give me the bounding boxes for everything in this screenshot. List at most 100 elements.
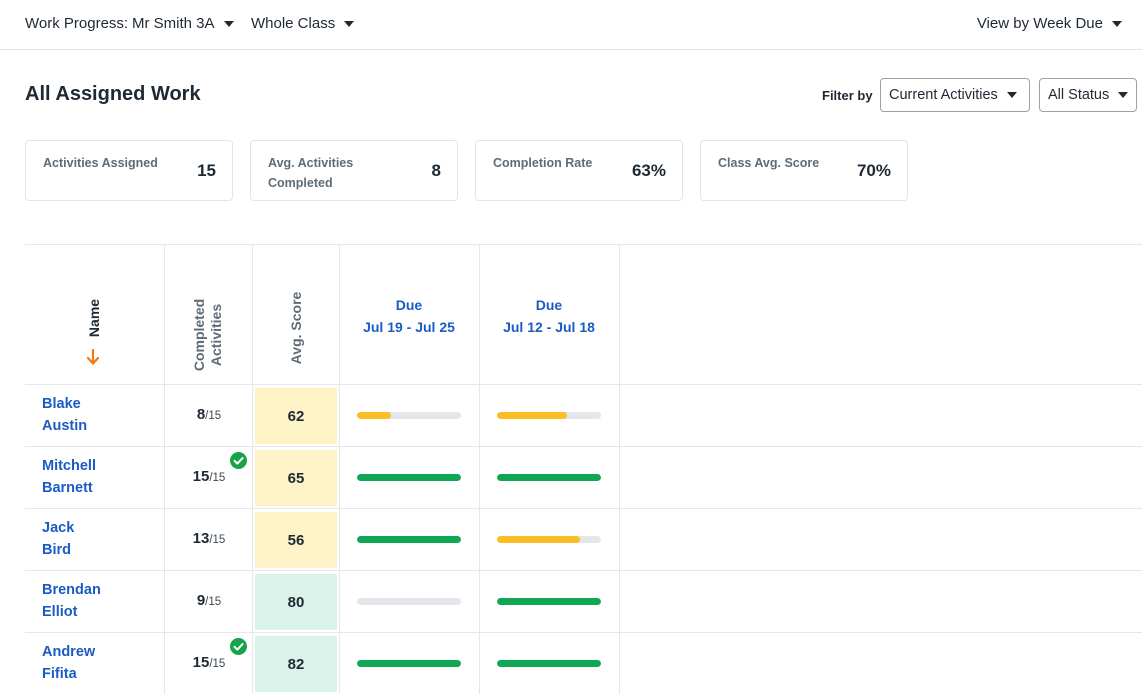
table-row: Brendan Elliot 9/15 80 [0,571,1142,633]
completed-count: 15/15 [166,468,252,485]
avg-score-cell: 82 [255,636,337,692]
activity-filter-select[interactable]: Current Activities [880,78,1030,112]
column-divider [164,245,165,694]
avg-score-cell: 62 [255,388,337,444]
column-header-avg-score[interactable]: Avg. Score [288,291,304,365]
table-row: Jack Bird 13/15 56 [0,509,1142,571]
progress-bar-fill [497,598,601,605]
row-divider [25,446,1142,447]
stat-card-class-avg-score: Class Avg. Score 70% [700,140,908,201]
stat-label: Avg. Activities Completed [268,156,354,190]
activity-filter-label: Current Activities [889,87,998,103]
column-header-due-week2[interactable]: Due Jul 12 - Jul 18 [479,294,619,338]
stat-label: Activities Assigned [43,156,158,170]
progress-bar-week2[interactable] [497,474,601,481]
stat-value: 63% [631,161,666,180]
avg-score-cell: 80 [255,574,337,630]
table-row: Andrew Fifita 15/15 82 [0,633,1142,694]
sort-descending-icon[interactable] [86,348,100,366]
due-label: Due [535,297,563,313]
top-bar: Work Progress: Mr Smith 3A Whole Class V… [0,0,1142,50]
completed-total: /15 [205,410,222,422]
completed-value: 15 [192,468,210,485]
view-by-select[interactable]: View by Week Due [977,15,1122,32]
row-divider [25,570,1142,571]
progress-bar-week1[interactable] [357,412,461,419]
table-row: Mitchell Barnett 15/15 65 [0,447,1142,509]
student-last-name: Barnett [42,480,93,496]
due-date-range: Jul 19 - Jul 25 [363,319,455,335]
class-select[interactable]: Mr Smith 3A [132,15,234,32]
page-title: All Assigned Work [25,83,201,105]
due-date-range: Jul 12 - Jul 18 [503,319,595,335]
student-first-name: Mitchell [42,458,96,474]
avg-score-cell: 56 [255,512,337,568]
chevron-down-icon [1118,92,1129,98]
group-select[interactable]: Whole Class [251,15,355,32]
table-row: Blake Austin 8/15 62 [0,385,1142,447]
student-name-link[interactable]: Mitchell Barnett [42,455,96,499]
student-first-name: Blake [42,396,81,412]
completed-count: 15/15 [166,654,252,671]
stat-card-activities-assigned: Activities Assigned 15 [25,140,233,201]
stat-value: 70% [856,161,891,180]
progress-bar-week2[interactable] [497,536,601,543]
column-divider [252,245,253,694]
completed-total: /15 [209,534,226,546]
student-name-link[interactable]: Brendan Elliot [42,579,101,623]
completed-value: 13 [192,530,210,547]
completed-value: 9 [196,592,206,609]
status-filter-label: All Status [1048,87,1110,103]
column-header-due-week1[interactable]: Due Jul 19 - Jul 25 [339,294,479,338]
completed-value: 15 [192,654,210,671]
progress-bar-week2[interactable] [497,598,601,605]
progress-bar-fill [357,536,461,543]
student-last-name: Bird [42,542,71,558]
student-first-name: Andrew [42,644,96,660]
completed-total: /15 [209,472,226,484]
table-header-border [25,384,1142,385]
progress-bar-week1[interactable] [357,660,461,667]
due-label: Due [395,297,423,313]
progress-bar-fill [357,474,461,481]
chevron-down-icon [344,20,355,27]
row-divider [25,508,1142,509]
student-name-link[interactable]: Andrew Fifita [42,641,95,685]
stat-card-completion-rate: Completion Rate 63% [475,140,683,201]
status-filter-select[interactable]: All Status [1039,78,1137,112]
work-progress-label: Work Progress: [25,15,129,32]
completed-value: 8 [196,406,206,423]
progress-bar-fill [497,474,601,481]
chevron-down-icon [223,20,234,27]
class-select-label: Mr Smith 3A [132,15,215,32]
completed-count: 13/15 [166,530,252,547]
chevron-down-icon [1112,20,1122,27]
progress-bar-week1[interactable] [357,598,461,605]
column-divider [619,245,620,694]
student-name-link[interactable]: Jack Bird [42,517,74,561]
progress-bar-week2[interactable] [497,412,601,419]
stat-label: Completion Rate [493,156,593,170]
completed-count: 8/15 [166,406,252,423]
completed-count: 9/15 [166,592,252,609]
column-divider [479,245,480,694]
student-first-name: Brendan [42,582,101,598]
chevron-down-icon [1006,92,1017,98]
progress-bar-fill [357,412,392,419]
stat-label: Class Avg. Score [718,156,820,170]
avg-score-cell: 65 [255,450,337,506]
progress-bar-fill [497,536,581,543]
student-first-name: Jack [42,520,75,536]
column-header-completed[interactable]: Completed Activities [191,285,225,385]
progress-bar-fill [497,412,567,419]
view-by-select-label: View by Week Due [976,15,1103,32]
progress-bar-week2[interactable] [497,660,601,667]
progress-bar-week1[interactable] [357,536,461,543]
progress-bar-fill [497,660,601,667]
stat-card-avg-completed: Avg. Activities Completed 8 [250,140,458,201]
column-header-name[interactable]: Name [86,298,102,338]
completed-total: /15 [209,658,226,670]
progress-bar-week1[interactable] [357,474,461,481]
student-name-link[interactable]: Blake Austin [42,393,87,437]
filter-by-label: Filter by [822,88,873,103]
